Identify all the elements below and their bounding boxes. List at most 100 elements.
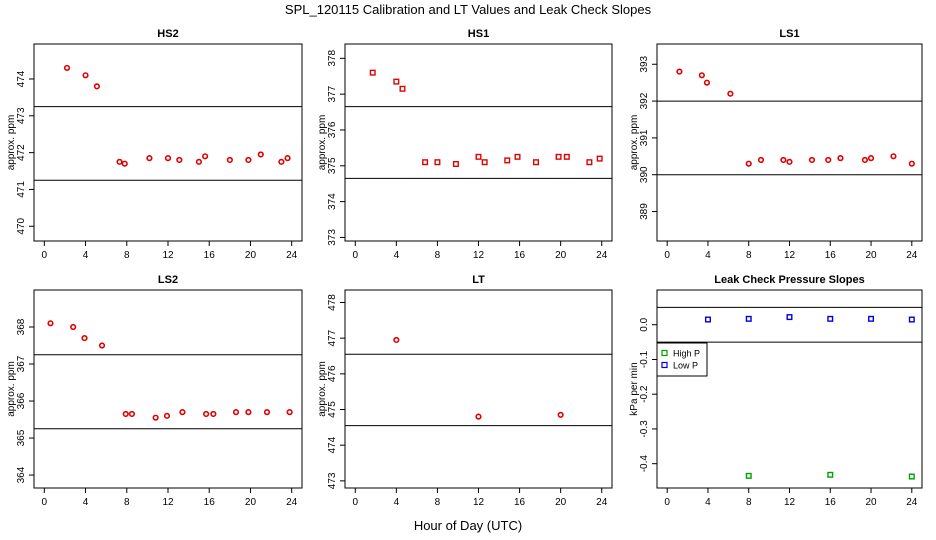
panel-2: HS1 approx. ppm 0 4 8 12 16 20 24 373 374 375 376 377… xyxy=(317,28,613,261)
data-point xyxy=(146,155,153,162)
data-point xyxy=(555,153,562,160)
data-point xyxy=(698,72,705,79)
x-tick-label: 0 xyxy=(42,250,48,261)
y-tick-label: 391 xyxy=(639,129,650,146)
data-point xyxy=(393,336,400,344)
data-point xyxy=(63,64,71,72)
data-point xyxy=(179,409,186,416)
data-point xyxy=(245,409,252,416)
data-point xyxy=(504,157,511,164)
data-point xyxy=(745,472,752,479)
y-axis-label: approx. ppm xyxy=(6,115,17,171)
panel-title: Leak Check Pressure Slopes xyxy=(714,274,864,286)
figure-title: SPL_120115 Calibration and LT Values and… xyxy=(284,2,652,17)
plot-frame xyxy=(656,43,923,242)
data-point xyxy=(703,79,711,86)
x-tick-label: 24 xyxy=(596,250,608,261)
data-point xyxy=(202,153,209,160)
data-point xyxy=(232,409,240,416)
y-tick-label: -0.3 xyxy=(639,420,650,438)
data-point xyxy=(890,153,897,160)
panel-4: LS2 approx. ppm 0 4 8 12 16 20 24 364 365 366 367 368 xyxy=(6,274,303,508)
x-tick-label: 16 xyxy=(514,250,526,261)
x-tick-label: 20 xyxy=(555,497,567,508)
data-point xyxy=(393,78,400,85)
y-tick-label: 0.0 xyxy=(639,317,650,331)
y-tick-label: 475 xyxy=(327,401,338,418)
data-point xyxy=(780,156,787,164)
y-tick-label: 367 xyxy=(16,355,27,372)
y-tick-label: 378 xyxy=(327,50,338,67)
panel-title: LT xyxy=(472,274,485,286)
data-point xyxy=(727,90,734,97)
data-point xyxy=(82,72,89,79)
data-point xyxy=(226,156,233,164)
x-tick-label: 8 xyxy=(435,250,441,261)
x-tick-label: 8 xyxy=(435,497,441,508)
data-point xyxy=(827,471,834,478)
x-tick-label: 16 xyxy=(204,250,216,261)
y-tick-label: 375 xyxy=(327,157,338,174)
x-tick-label: 20 xyxy=(865,497,877,508)
y-tick-label: 389 xyxy=(639,203,650,220)
y-axis-label: approx. ppm xyxy=(629,115,640,171)
y-tick-label: 474 xyxy=(16,70,27,87)
x-tick-label: 20 xyxy=(865,250,877,261)
data-point xyxy=(745,160,752,167)
data-point xyxy=(98,342,106,349)
data-point xyxy=(475,153,482,160)
plot-frame xyxy=(344,289,613,489)
data-point xyxy=(825,156,832,164)
data-point xyxy=(868,315,875,322)
data-point xyxy=(676,68,683,75)
y-tick-label: 471 xyxy=(16,181,27,198)
y-tick-label: 477 xyxy=(327,329,338,346)
x-tick-label: 4 xyxy=(394,250,400,261)
data-point xyxy=(203,410,210,418)
x-tick-label: 16 xyxy=(825,250,837,261)
x-tick-label: 12 xyxy=(784,250,796,261)
x-tick-label: 12 xyxy=(473,250,485,261)
legend-box xyxy=(656,342,708,377)
data-point xyxy=(399,85,406,92)
data-point xyxy=(563,153,570,160)
data-point xyxy=(70,323,77,331)
y-axis-label: kPa per min xyxy=(629,362,640,415)
x-tick-label: 8 xyxy=(124,497,130,508)
data-point xyxy=(908,316,915,323)
x-tick-label: 16 xyxy=(514,497,526,508)
data-point xyxy=(861,156,869,164)
panel-3: LS1 approx. ppm 0 4 8 12 16 20 24 389 390 391 392 393 xyxy=(629,28,923,261)
legend-label: High P xyxy=(673,349,700,359)
data-point xyxy=(533,159,540,166)
x-tick-label: 16 xyxy=(204,497,216,508)
data-point xyxy=(908,473,915,480)
x-tick-label: 24 xyxy=(286,250,298,261)
data-point xyxy=(163,412,171,419)
legend-label: Low P xyxy=(673,361,698,371)
data-point xyxy=(116,158,123,165)
y-tick-label: 474 xyxy=(327,436,338,453)
data-point xyxy=(786,314,793,321)
y-axis-label: approx. ppm xyxy=(317,361,328,417)
data-point xyxy=(210,410,217,418)
plot-frame xyxy=(33,289,303,489)
data-point xyxy=(827,315,834,322)
y-tick-label: 476 xyxy=(327,365,338,382)
y-axis-label: approx. ppm xyxy=(6,361,17,417)
data-point xyxy=(557,411,564,418)
x-tick-label: 24 xyxy=(906,250,918,261)
data-point xyxy=(286,409,293,416)
x-tick-label: 12 xyxy=(162,497,174,508)
data-point xyxy=(128,410,136,418)
data-point xyxy=(278,158,285,165)
data-point xyxy=(514,153,521,160)
y-tick-label: 365 xyxy=(16,429,27,446)
legend-marker xyxy=(661,349,668,357)
panel-6: Leak Check Pressure Slopes kPa per min 0 4 8… xyxy=(629,274,923,508)
x-tick-label: 12 xyxy=(784,497,796,508)
panel-title: LS2 xyxy=(158,274,178,286)
y-tick-label: 368 xyxy=(16,318,27,335)
data-point xyxy=(121,160,128,167)
data-point xyxy=(257,151,264,158)
